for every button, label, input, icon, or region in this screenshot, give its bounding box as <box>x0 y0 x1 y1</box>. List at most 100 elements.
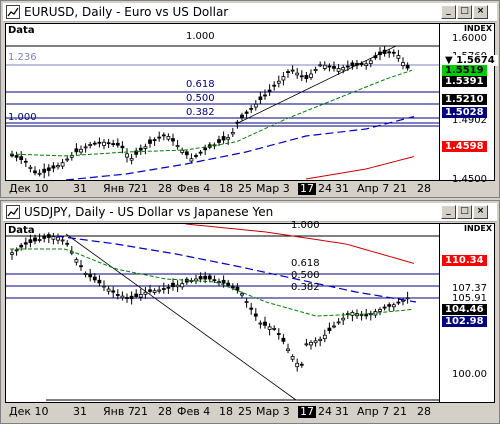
candle-body <box>364 63 369 66</box>
time-label: Дек 10 <box>9 182 49 195</box>
candle-body <box>235 286 240 291</box>
fibo-label: 0.500 <box>291 270 320 281</box>
data-label: Data <box>8 25 35 36</box>
candle-body <box>387 51 392 54</box>
candle-body <box>83 146 88 149</box>
candle-body <box>276 80 281 84</box>
candle-body <box>10 154 14 157</box>
candle-body <box>19 156 24 160</box>
candle-body <box>175 145 180 148</box>
eurusd-price-scale[interactable]: INDEX 1.60001.57601.53911.52101.50281.49… <box>440 23 498 185</box>
eurusd-chart-window[interactable]: EURUSD, Daily - Euro vs US Dollar _ □ × … <box>0 0 500 198</box>
candle-body <box>286 348 290 352</box>
candle-body <box>382 49 387 54</box>
fibo-label: 1.000 <box>291 220 320 231</box>
time-label: 25 <box>238 182 252 195</box>
candle-body <box>341 67 346 71</box>
price-tag: 1.4598 <box>442 141 487 152</box>
fibo-label: 1.000 <box>186 31 215 42</box>
candle-body <box>217 281 221 284</box>
candle-body <box>198 276 203 280</box>
candle-body <box>253 103 258 108</box>
price-label: 1.6000 <box>452 33 487 44</box>
candle-body <box>309 341 313 346</box>
data-label: Data <box>8 225 35 236</box>
price-label: 1.4500 <box>452 174 487 185</box>
price-tag: 102.98 <box>442 316 487 327</box>
candle-body <box>166 286 171 289</box>
time-label: 18 <box>219 405 233 418</box>
usdjpy-chart-window[interactable]: USDJPY, Daily - US Dollar vs Japanese Ye… <box>0 200 500 424</box>
candle-body <box>263 94 267 97</box>
chart-icon <box>6 205 20 219</box>
candle-body <box>175 284 180 288</box>
candle-body <box>221 136 226 141</box>
candle-body <box>207 275 212 280</box>
time-label: Фев 4 <box>177 182 211 195</box>
candle-body <box>313 340 318 344</box>
candle-body <box>230 132 235 135</box>
candle-body <box>152 139 157 142</box>
candle-body <box>180 283 185 288</box>
candle-body <box>120 295 125 299</box>
candle-body <box>203 147 208 151</box>
candle-body <box>318 64 323 67</box>
time-label: 31 <box>73 405 87 418</box>
candle-body <box>396 55 401 59</box>
candle-body <box>138 294 143 298</box>
usdjpy-titlebar[interactable]: USDJPY, Daily - US Dollar vs Japanese Ye… <box>3 203 497 222</box>
usdjpy-plot-area[interactable]: Data 1.000 0.618 0.500 0.382 <box>5 220 440 403</box>
candle-body <box>115 142 120 146</box>
candle-body <box>272 84 277 87</box>
eurusd-price-chart <box>6 45 439 180</box>
candle-body <box>161 288 166 290</box>
candle-body <box>14 155 19 158</box>
candle-body <box>263 321 267 326</box>
candle-body <box>92 142 97 145</box>
time-label: 21 <box>393 405 407 418</box>
candle-body <box>240 114 244 119</box>
candle-body <box>235 121 240 124</box>
candle-body <box>46 234 51 238</box>
candle-body <box>148 139 152 144</box>
candle-body <box>60 162 65 167</box>
close-button[interactable]: × <box>473 205 488 219</box>
minimize-button[interactable]: _ <box>441 5 456 19</box>
indicator-line <box>55 235 417 303</box>
indicator-line <box>305 156 415 180</box>
candle-body <box>226 137 231 140</box>
candle-body <box>336 68 341 72</box>
candle-body <box>198 151 203 154</box>
candle-body <box>148 289 152 292</box>
candle-body <box>345 65 350 68</box>
candle-body <box>258 96 263 101</box>
candle-body <box>258 322 263 325</box>
price-tag: 1.5028 <box>442 107 487 118</box>
candle-body <box>355 63 359 66</box>
eurusd-time-scale[interactable]: Дек 10 31 Янв 7 21 28 Фев 4 18 25 Мар 3 17 24 31 Апр… <box>5 182 495 196</box>
candle-body <box>350 311 355 316</box>
time-label: 24 <box>318 182 332 195</box>
fibo-label: 0.382 <box>186 107 215 118</box>
candle-body <box>350 62 355 67</box>
time-label: 31 <box>73 182 87 195</box>
eurusd-titlebar[interactable]: EURUSD, Daily - Euro vs US Dollar _ □ × <box>3 3 497 22</box>
minimize-button[interactable]: _ <box>441 205 456 219</box>
maximize-button[interactable]: □ <box>457 205 472 219</box>
candle-body <box>28 166 33 169</box>
candle-body <box>111 290 116 293</box>
candle-body <box>37 239 42 241</box>
price-label: 107.37 <box>452 283 487 294</box>
candle-body <box>106 288 111 292</box>
candle-body <box>189 158 194 162</box>
maximize-button[interactable]: □ <box>457 5 472 19</box>
close-button[interactable]: × <box>473 5 488 19</box>
candle-body <box>23 242 28 245</box>
candle-body <box>14 249 19 252</box>
eurusd-plot-area[interactable]: Data 1.000 1.236 0.618 0.500 0.382 1.000 <box>5 23 440 181</box>
candle-body <box>184 151 189 156</box>
usdjpy-time-scale[interactable]: Дек 10 31 Янв 7 21 28 Фев 4 18 25 Мар 3 17 24 31 Апр… <box>5 405 495 419</box>
time-label: 18 <box>219 182 233 195</box>
time-label: 31 <box>335 182 349 195</box>
